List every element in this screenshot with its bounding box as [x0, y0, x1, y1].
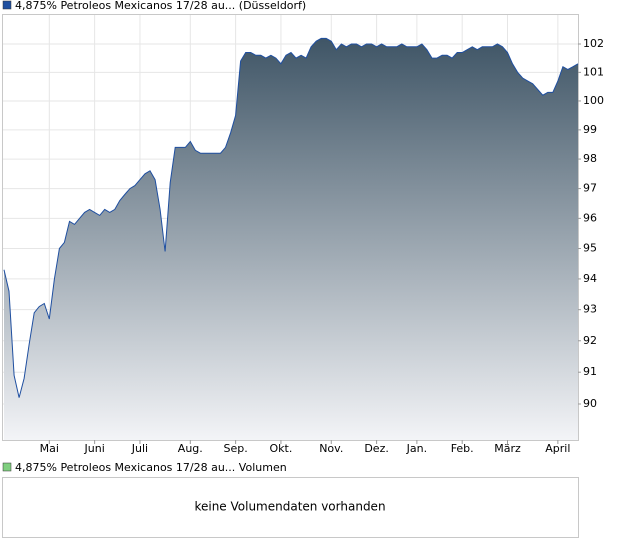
x-tick-label: Juli [131, 442, 148, 455]
volume-legend-swatch [2, 462, 12, 472]
y-tick-label: 94 [583, 272, 597, 285]
x-tick-label: Sep. [223, 442, 247, 455]
x-tick-label: Mai [40, 442, 59, 455]
volume-legend-label: 4,875% Petroleos Mexicanos 17/28 au... V… [15, 461, 287, 474]
y-tick-label: 99 [583, 123, 597, 136]
x-tick-label: April [545, 442, 570, 455]
volume-panel [2, 477, 579, 538]
y-tick-label: 91 [583, 365, 597, 378]
x-tick-label: Aug. [178, 442, 203, 455]
y-tick-label: 90 [583, 397, 597, 410]
x-tick-label: Feb. [451, 442, 474, 455]
x-tick-label: Okt. [270, 442, 293, 455]
y-tick-label: 100 [583, 94, 604, 107]
y-tick-label: 95 [583, 241, 597, 254]
x-tick-label: Dez. [364, 442, 389, 455]
area [4, 38, 578, 441]
x-tick-label: Nov. [319, 442, 343, 455]
y-tick-label: 96 [583, 211, 597, 224]
y-tick-label: 98 [583, 152, 597, 165]
y-tick-label: 97 [583, 182, 597, 195]
x-tick-label: März [494, 442, 521, 455]
x-tick-label: Jan. [406, 442, 427, 455]
y-tick-label: 101 [583, 65, 604, 78]
volume-message: keine Volumendaten vorhanden [194, 500, 385, 514]
x-tick-label: Juni [84, 442, 105, 455]
legend-label: 4,875% Petroleos Mexicanos 17/28 au... (… [15, 0, 306, 12]
line [3, 37, 579, 398]
y-tick-label: 92 [583, 334, 597, 347]
y-tick-label: 93 [583, 303, 597, 316]
legend-swatch [2, 0, 12, 10]
y-tick-label: 102 [583, 37, 604, 50]
